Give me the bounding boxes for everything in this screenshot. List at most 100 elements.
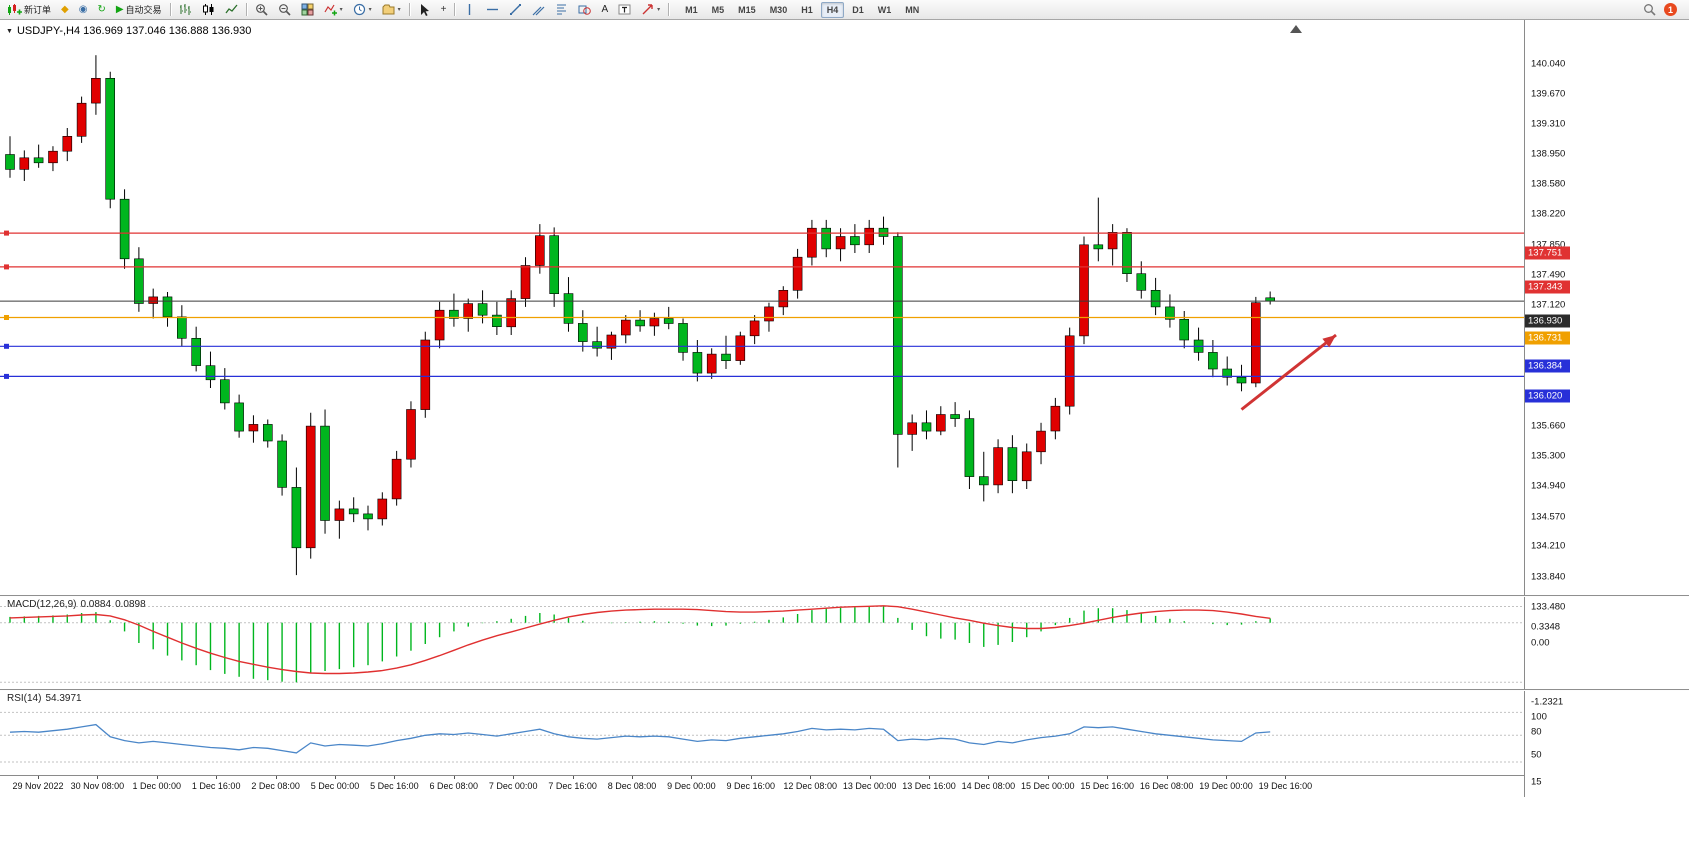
time-axis-label: 7 Dec 16:00	[548, 781, 597, 791]
resistance-line-1-handle[interactable]	[4, 230, 9, 236]
time-axis-label: 12 Dec 08:00	[783, 781, 837, 791]
bar-chart-button[interactable]	[175, 1, 196, 19]
new-order-button[interactable]: 新订单	[3, 1, 55, 19]
time-axis-tick	[929, 776, 930, 779]
trend-arrow-head[interactable]	[1322, 335, 1337, 348]
timeframe-button-d1[interactable]: D1	[852, 4, 864, 15]
candle	[721, 353, 731, 362]
tile-windows-button[interactable]	[297, 1, 318, 19]
time-axis-label: 19 Dec 16:00	[1258, 781, 1313, 791]
toolbar-right: 1	[1643, 3, 1687, 16]
time-axis-label: 13 Dec 16:00	[902, 781, 956, 791]
candle	[649, 318, 660, 327]
line-chart-button[interactable]	[221, 1, 242, 19]
timeframe-button-m5[interactable]: M5	[711, 4, 725, 15]
refresh-button[interactable]: ↻	[93, 1, 109, 19]
indicators-button[interactable]: ▾	[320, 1, 347, 19]
price-axis[interactable]: 140.040 139.670 139.310 138.950 138.580 138.2…	[1524, 20, 1689, 797]
templates-button[interactable]: ▾	[378, 1, 405, 19]
cursor-icon	[420, 4, 429, 16]
toolbar-separator	[245, 3, 247, 16]
resistance-line-2-handle[interactable]	[4, 264, 9, 270]
trendline-button[interactable]	[505, 1, 526, 19]
time-axis-label: 9 Dec 00:00	[667, 781, 716, 791]
market-depth-icon: ◉	[78, 3, 88, 15]
new-order-button-label: 新订单	[24, 5, 52, 15]
autotrading-button[interactable]: ▶ 自动交易	[112, 1, 166, 19]
candle	[606, 334, 617, 349]
zoom-in-button[interactable]	[251, 1, 272, 19]
notification-badge[interactable]: 1	[1664, 3, 1677, 16]
time-axis-label: 7 Dec 00:00	[488, 781, 538, 791]
autotrading-play-icon: ▶	[115, 3, 124, 15]
timeframe-button-mn[interactable]: MN	[905, 4, 920, 15]
candle	[320, 425, 330, 521]
pivot-line-handle[interactable]	[4, 315, 9, 320]
shapes-button[interactable]	[574, 1, 595, 19]
time-axis[interactable]: 29 Nov 2022 30 Nov 08:00 1 Dec 00:00 1 Dec …	[0, 775, 1524, 797]
candle	[477, 303, 488, 316]
price-axis-tick: 134.570	[1531, 511, 1566, 522]
candle	[1093, 244, 1104, 250]
market-depth-button[interactable]: ◉	[75, 1, 92, 19]
price-chart[interactable]	[0, 20, 1524, 595]
main-toolbar: 新订单 ◆ ◉ ↻ ▶ 自动交易 ▾ ▾ ▾ + A ▾ M1 M5 M15 M30 H1 H4 D1 W1 MN 1	[0, 0, 1689, 20]
candle	[177, 316, 187, 339]
timeframe-button-m15[interactable]: M15	[738, 4, 756, 15]
candle	[792, 256, 803, 291]
text-label-button[interactable]	[614, 1, 635, 19]
candle	[191, 337, 201, 366]
rsi-panel[interactable]	[0, 691, 1524, 775]
horizontal-line-button[interactable]	[482, 1, 503, 19]
price-level-tag-136.930: 136.930	[1525, 314, 1570, 328]
macd-axis-tick: 0.3348	[1531, 621, 1561, 632]
search-icon[interactable]	[1643, 3, 1656, 16]
timeframe-button-w1[interactable]: W1	[877, 4, 892, 15]
chart-shift-marker[interactable]	[1290, 25, 1302, 33]
candle	[291, 487, 302, 549]
candle	[105, 77, 115, 200]
arrows-button[interactable]: ▾	[637, 1, 664, 19]
mac d-value-main: 0.0884	[80, 599, 112, 610]
candle	[391, 458, 402, 500]
candle	[234, 402, 244, 432]
candlestick-chart-button[interactable]	[198, 1, 219, 19]
fibonacci-button[interactable]	[551, 1, 572, 19]
timeframe-button-m1[interactable]: M1	[685, 4, 698, 15]
candle	[921, 422, 932, 432]
panel-separator[interactable]	[0, 595, 1689, 597]
candle	[663, 318, 674, 324]
timeframe-button-h1[interactable]: H1	[801, 4, 813, 15]
candle	[506, 298, 517, 328]
zoom-out-button[interactable]	[274, 1, 295, 19]
support-line-2-handle[interactable]	[4, 373, 9, 379]
candle	[19, 157, 30, 170]
price-axis-tick: 139.670	[1531, 88, 1566, 100]
crosshair-button[interactable]: +	[437, 1, 451, 19]
support-line-1-handle[interactable]	[4, 343, 9, 349]
price-level-tag-137.751: 137.751	[1525, 246, 1570, 260]
cursor-button[interactable]	[414, 1, 435, 19]
candle	[907, 422, 918, 435]
timeframe-button-m30[interactable]: M30	[769, 4, 788, 15]
text-button[interactable]: A	[597, 1, 612, 19]
candle	[749, 320, 760, 337]
candle	[205, 365, 216, 381]
time-axis-label: 5 Dec 16:00	[370, 781, 419, 791]
candle	[706, 353, 717, 374]
candle	[449, 309, 459, 319]
time-axis-tick	[1107, 776, 1109, 779]
panel-separator[interactable]	[0, 689, 1689, 691]
dropdown-caret-icon: ▾	[657, 7, 661, 13]
templates-icon	[382, 4, 395, 15]
channel-button[interactable]	[528, 1, 549, 19]
timeframe-button-h4[interactable]: H4	[820, 1, 845, 18]
trend-arrow[interactable]	[1240, 333, 1337, 411]
collapse-chart-icon[interactable]: ▼	[6, 27, 13, 35]
candle	[334, 508, 345, 521]
refresh-icon: ↻	[97, 3, 106, 15]
economic-calendar-button[interactable]: ◆	[57, 1, 73, 19]
macd-panel[interactable]	[0, 597, 1524, 689]
periods-button[interactable]: ▾	[349, 1, 376, 19]
vertical-line-button[interactable]	[459, 1, 480, 19]
